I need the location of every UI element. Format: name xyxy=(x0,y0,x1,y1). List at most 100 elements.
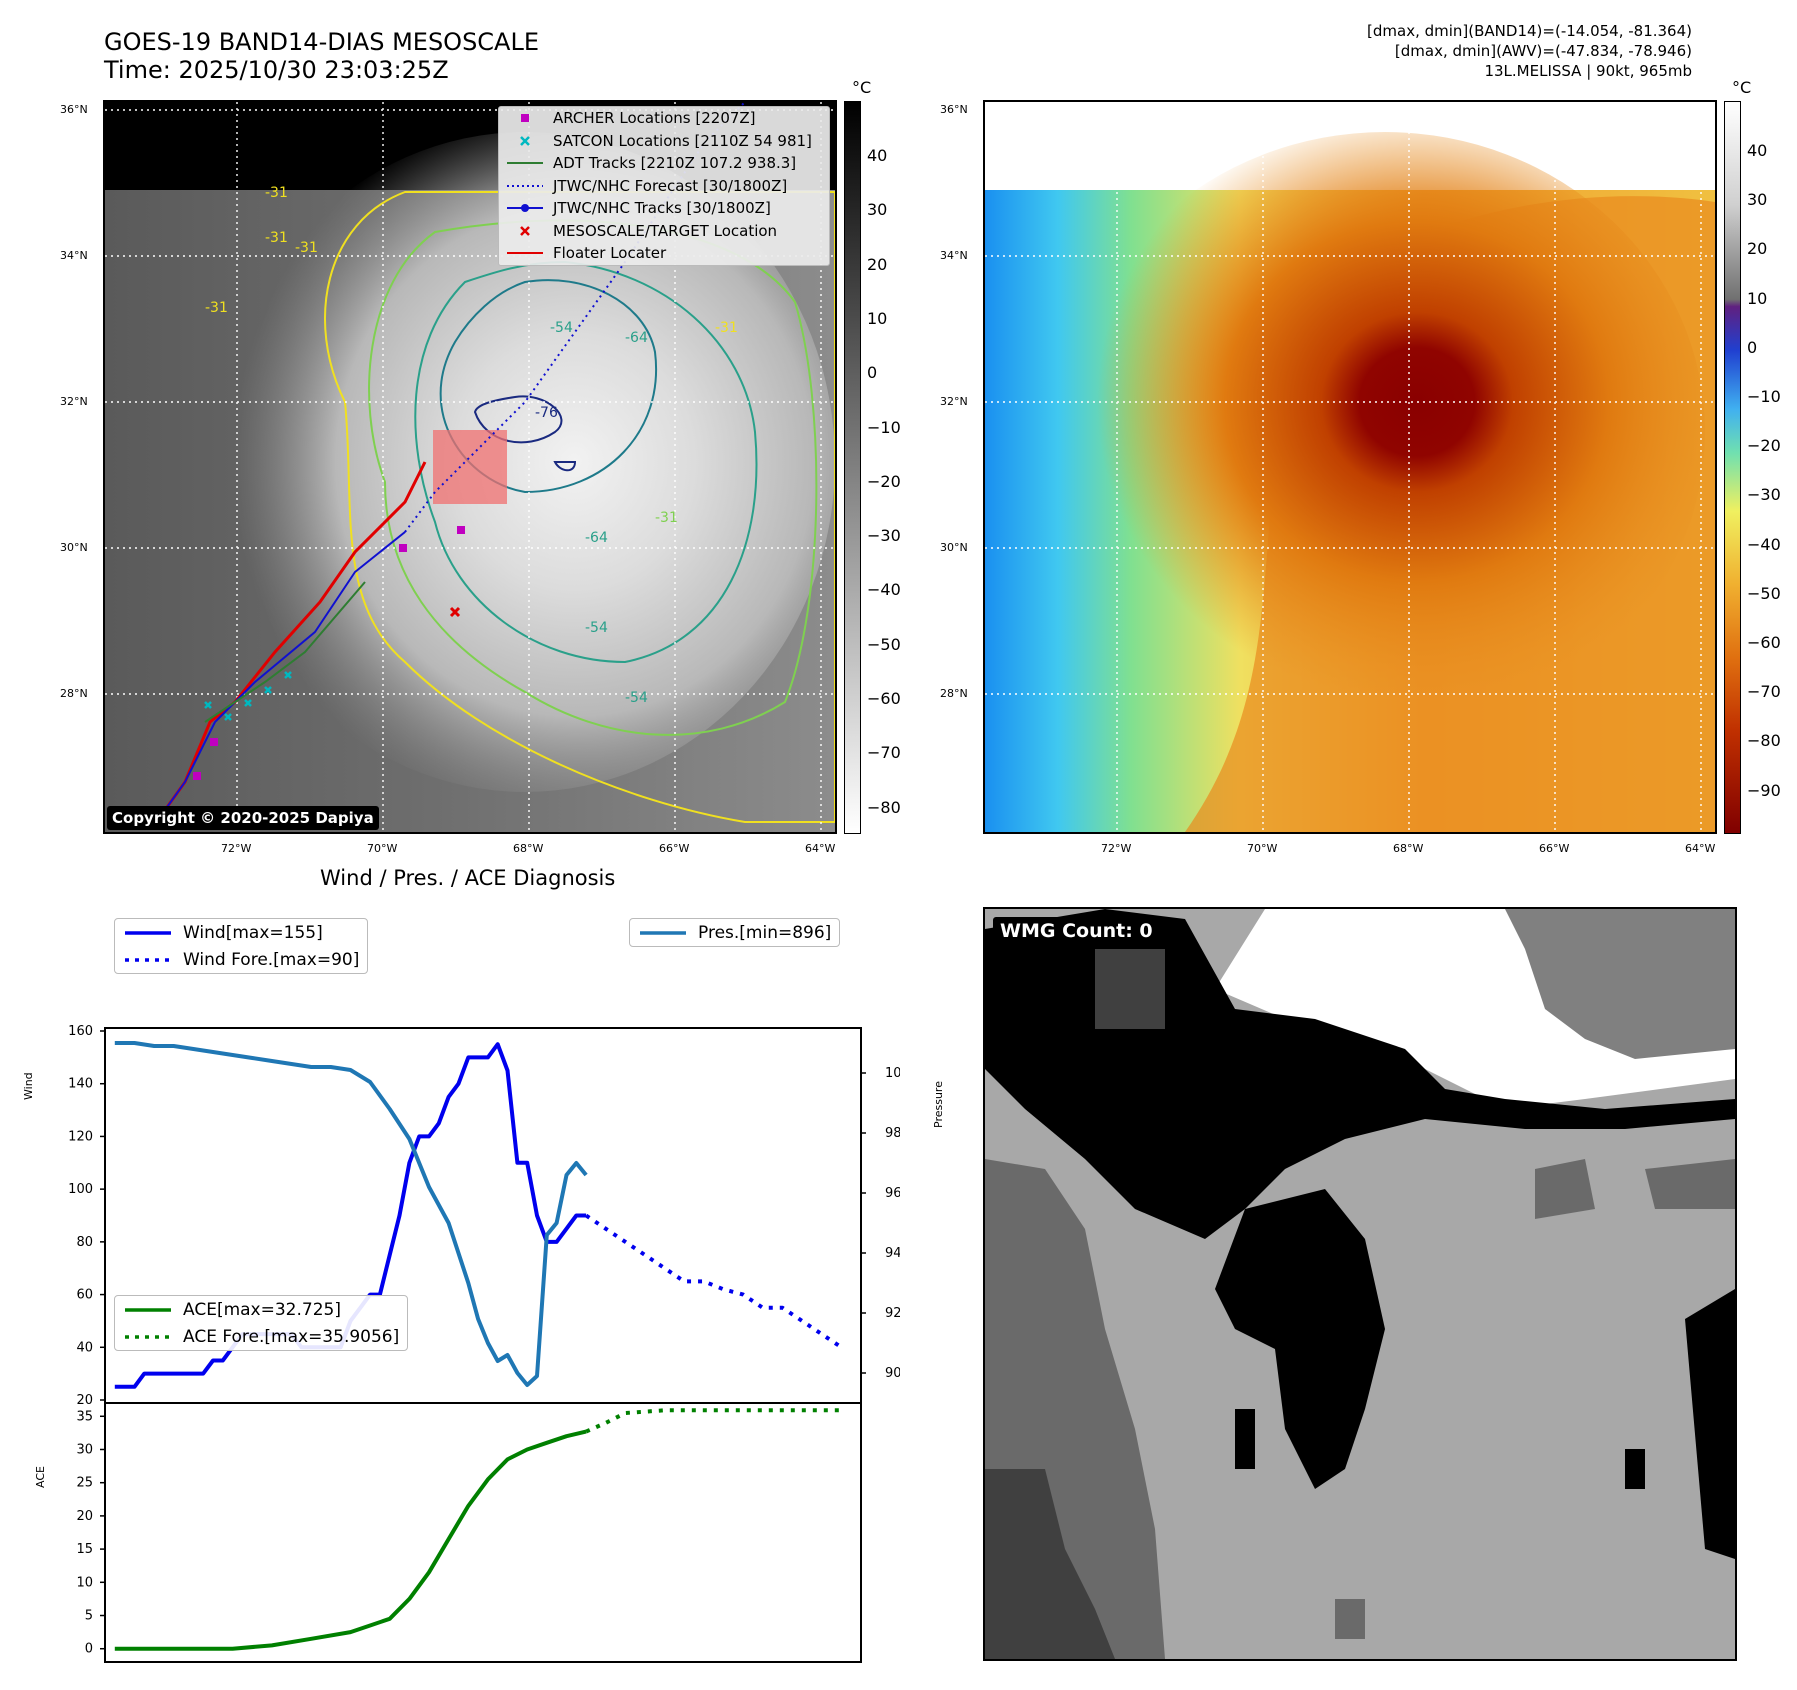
legend-item: Wind[max=155] xyxy=(115,919,367,946)
info-line-1: [dmax, dmin](BAND14)=(-14.054, -81.364) xyxy=(1367,22,1692,40)
ace-legend: ACE[max=32.725] ACE Fore.[max=35.9056] xyxy=(114,1295,409,1351)
legend-label: SATCON Locations [2110Z 54 981] xyxy=(553,131,812,150)
wind-y-tick-label: 160 xyxy=(68,1024,93,1039)
line-icon xyxy=(640,930,686,935)
ace-y-tick-label: 30 xyxy=(76,1442,93,1457)
colorbar-tick-label: −80 xyxy=(1747,731,1781,751)
legend-label: Wind Fore.[max=90] xyxy=(183,949,360,970)
wmg-count-badge: WMG Count: 0 xyxy=(993,917,1160,945)
square-icon xyxy=(505,111,545,125)
dotted-line-icon xyxy=(125,957,171,962)
ir-colorbar xyxy=(844,101,861,834)
contour-label: -31 xyxy=(655,510,678,526)
colorbar-tick-label: −50 xyxy=(1747,583,1781,603)
floater-box xyxy=(433,430,507,504)
wind-forecast-series-line xyxy=(584,1213,843,1349)
colorbar-tick-label: 40 xyxy=(867,146,888,165)
legend-label: JTWC/NHC Tracks [30/1800Z] xyxy=(553,199,771,218)
legend-label: Floater Locater xyxy=(553,244,667,263)
legend-label: ACE Fore.[max=35.9056] xyxy=(183,1326,400,1347)
ace-y-tick-label: 25 xyxy=(76,1476,93,1491)
ir-map-panel[interactable]: -31 -31 -31 -31 -31 -31 -54 -64 -76 -64 … xyxy=(103,100,837,834)
ace-y-tick-label: 35 xyxy=(76,1409,93,1424)
colorbar-tick-label: 0 xyxy=(867,363,878,383)
wv-colorbar xyxy=(1724,101,1741,834)
pressure-y-tick-label: 900 xyxy=(885,1366,900,1381)
legend-label: JTWC/NHC Forecast [30/1800Z] xyxy=(553,176,788,195)
legend-item: Pres.[min=896] xyxy=(630,919,839,946)
pressure-y-tick-label: 1000 xyxy=(885,1066,900,1081)
wv-map-panel[interactable] xyxy=(983,100,1717,834)
legend-item: ARCHER Locations [2207Z] xyxy=(499,107,829,130)
colorbar-tick-label: 20 xyxy=(1747,239,1768,259)
x-marker-icon xyxy=(505,224,545,238)
line-icon xyxy=(505,156,545,170)
colorbar-tick-label: −40 xyxy=(867,580,901,600)
floater-track xyxy=(163,461,427,811)
colorbar-tick-label: 10 xyxy=(867,308,888,328)
colorbar-tick-label: −20 xyxy=(1747,436,1781,456)
copyright-badge: Copyright © 2020-2025 Dapiya xyxy=(107,806,379,830)
ace-y-tick-label: 20 xyxy=(76,1509,93,1524)
lon-label: 66°W xyxy=(1539,842,1570,855)
pressure-y-tick-label: 920 xyxy=(885,1306,900,1321)
colorbar-tick-label: 40 xyxy=(1747,141,1768,160)
x-marker-icon xyxy=(505,134,545,148)
wind-y-tick-label: 100 xyxy=(68,1182,93,1197)
wind-y-tick-label: 60 xyxy=(76,1288,93,1303)
line-icon xyxy=(505,246,545,260)
pressure-y-tick-label: 960 xyxy=(885,1186,900,1201)
pressure-legend: Pres.[min=896] xyxy=(629,918,841,947)
contour-label: -31 xyxy=(265,230,288,246)
archer-markers xyxy=(193,526,465,780)
colorbar-tick-label: −10 xyxy=(1747,387,1781,406)
line-icon xyxy=(125,1307,171,1312)
wind-y-tick-label: 20 xyxy=(76,1393,93,1408)
ace-y-tick-label: 0 xyxy=(85,1642,93,1657)
wmg-image xyxy=(985,909,1735,1659)
pressure-axis-label: Pressure xyxy=(932,1081,945,1128)
colorbar-tick-label: −50 xyxy=(867,634,901,654)
lat-label: 36°N xyxy=(60,103,88,116)
wind-y-tick-label: 80 xyxy=(76,1235,93,1250)
legend-item: JTWC/NHC Tracks [30/1800Z] xyxy=(499,197,829,220)
lat-label: 34°N xyxy=(60,249,88,262)
legend-label: MESOSCALE/TARGET Location xyxy=(553,221,778,240)
colorbar-tick-label: 30 xyxy=(1747,190,1768,210)
figure-title: GOES-19 BAND14-DIAS MESOSCALE xyxy=(104,28,540,56)
contour-label: -31 xyxy=(295,240,318,256)
legend-item: JTWC/NHC Forecast [30/1800Z] xyxy=(499,175,829,198)
lat-label: 30°N xyxy=(940,541,968,554)
lon-label: 70°W xyxy=(1247,842,1278,855)
diagnosis-charts: 20 40 60 80 100 120 140 160 900 920 940 960 980 1000 0… xyxy=(68,1024,900,1663)
colorbar-tick-label: −40 xyxy=(1747,534,1781,554)
colorbar-tick-label: −60 xyxy=(867,689,901,708)
ir-legend: ARCHER Locations [2207Z] SATCON Location… xyxy=(498,106,830,266)
lat-label: 34°N xyxy=(940,249,968,262)
lat-label: 32°N xyxy=(60,395,88,408)
contour-label: -54 xyxy=(550,320,573,336)
lon-label: 64°W xyxy=(1685,842,1716,855)
legend-label: ADT Tracks [2210Z 107.2 938.3] xyxy=(553,154,797,173)
figure-time: Time: 2025/10/30 23:03:25Z xyxy=(104,56,449,84)
colorbar-tick-label: −30 xyxy=(867,526,901,546)
ace-y-tick-label: 10 xyxy=(76,1575,93,1590)
contour-label: -54 xyxy=(585,620,608,636)
wind-legend: Wind[max=155] Wind Fore.[max=90] xyxy=(114,918,369,974)
contour-label: -76 xyxy=(535,405,558,421)
lon-label: 72°W xyxy=(221,842,252,855)
wmg-panel[interactable]: WMG Count: 0 xyxy=(983,907,1737,1661)
target-marker xyxy=(449,606,461,618)
legend-item: SATCON Locations [2110Z 54 981] xyxy=(499,130,829,153)
contour-label: -64 xyxy=(585,530,608,546)
legend-item: ACE Fore.[max=35.9056] xyxy=(115,1323,407,1350)
colorbar-tick-label: 30 xyxy=(867,200,888,220)
ace-plot-frame xyxy=(104,1402,862,1663)
legend-label: ARCHER Locations [2207Z] xyxy=(553,109,756,128)
colorbar-tick-label: −30 xyxy=(1747,485,1781,505)
pressure-y-tick-label: 940 xyxy=(885,1246,900,1261)
colorbar-tick-label: 0 xyxy=(1747,337,1758,357)
lon-label: 68°W xyxy=(513,842,544,855)
colorbar-tick-label: −10 xyxy=(867,417,901,437)
colorbar-tick-label: −20 xyxy=(867,471,901,491)
